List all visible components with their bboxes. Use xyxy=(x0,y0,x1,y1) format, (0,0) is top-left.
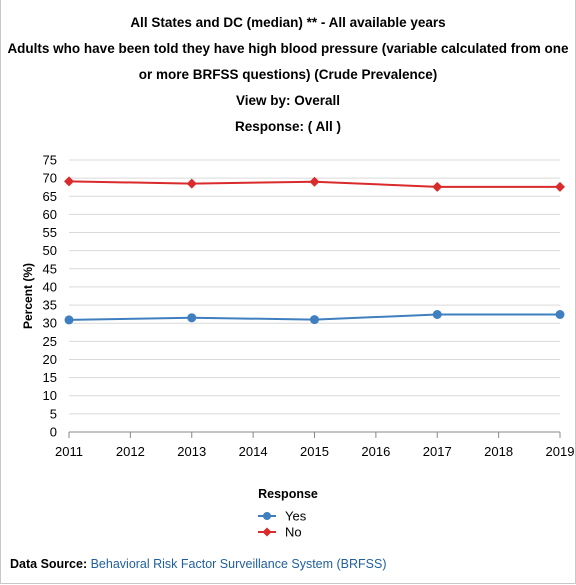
grid-layer xyxy=(69,159,560,433)
data-point-no-2019[interactable] xyxy=(555,181,565,192)
y-tick-label-65: 65 xyxy=(43,189,57,204)
x-tick-label-2014: 2014 xyxy=(239,444,268,459)
x-tick-label-2016: 2016 xyxy=(361,444,390,459)
x-tick-label-2012: 2012 xyxy=(116,444,145,459)
y-tick-label-10: 10 xyxy=(43,388,57,403)
data-point-yes-2013[interactable] xyxy=(187,313,197,323)
x-tick-label-2011: 2011 xyxy=(55,444,83,459)
data-source-link[interactable]: Behavioral Risk Factor Surveillance Syst… xyxy=(90,557,387,571)
data-point-no-2013[interactable] xyxy=(186,178,197,189)
view-by-label: View by: Overall xyxy=(235,93,341,108)
series-layer xyxy=(64,176,565,325)
legend-item-yes[interactable]: Yes xyxy=(258,509,307,524)
y-tick-label-20: 20 xyxy=(43,352,57,367)
data-point-no-2015[interactable] xyxy=(309,176,320,187)
data-point-no-2011[interactable] xyxy=(64,176,74,187)
data-point-yes-2017[interactable] xyxy=(432,309,442,319)
y-tick-label-35: 35 xyxy=(43,298,57,313)
data-source: Data Source: Behavioral Risk Factor Surv… xyxy=(10,557,387,571)
axis-layer: 0 5 10 15 20 25 30 35 40 45 50 55 60 65 70 75 2011 2012 20… xyxy=(21,153,574,460)
y-axis-title: Percent (%) xyxy=(21,263,35,329)
y-tick-label-25: 25 xyxy=(43,334,57,349)
y-tick-label-70: 70 xyxy=(43,171,57,186)
data-point-yes-2015[interactable] xyxy=(310,315,319,325)
legend-label-yes: Yes xyxy=(285,509,307,524)
y-tick-label-5: 5 xyxy=(50,406,57,421)
legend-item-no[interactable]: No xyxy=(258,525,302,540)
data-point-yes-2011[interactable] xyxy=(64,315,74,325)
data-point-no-2017[interactable] xyxy=(432,181,443,192)
x-tick-label-2013: 2013 xyxy=(177,444,206,459)
data-point-yes-2019[interactable] xyxy=(555,309,565,319)
chart-subtitle-line-2: or more BRFSS questions) (Crude Prevalen… xyxy=(138,67,438,82)
y-tick-label-0: 0 xyxy=(50,425,57,440)
legend-title: Response xyxy=(258,487,318,501)
response-filter-label: Response: ( All ) xyxy=(234,119,341,134)
y-tick-label-50: 50 xyxy=(43,243,57,258)
chart-title: All States and DC (median) ** - All avai… xyxy=(130,15,446,30)
x-tick-label-2017: 2017 xyxy=(423,444,452,459)
y-tick-label-55: 55 xyxy=(43,225,57,240)
x-tick-label-2019: 2019 xyxy=(546,444,575,459)
y-tick-label-40: 40 xyxy=(43,279,57,294)
y-tick-label-60: 60 xyxy=(43,207,57,222)
legend-marker-yes xyxy=(263,512,271,520)
data-source-label: Data Source: xyxy=(10,557,88,571)
y-tick-label-15: 15 xyxy=(43,370,57,385)
chart-subtitle-line-1: Adults who have been told they have high… xyxy=(7,41,569,56)
legend-marker-no xyxy=(262,527,272,537)
y-tick-label-45: 45 xyxy=(43,261,57,276)
legend-label-no: No xyxy=(285,525,302,540)
x-tick-label-2018: 2018 xyxy=(484,444,513,459)
y-tick-label-75: 75 xyxy=(43,153,57,168)
y-tick-label-30: 30 xyxy=(43,316,57,331)
x-tick-label-2015: 2015 xyxy=(300,444,329,459)
